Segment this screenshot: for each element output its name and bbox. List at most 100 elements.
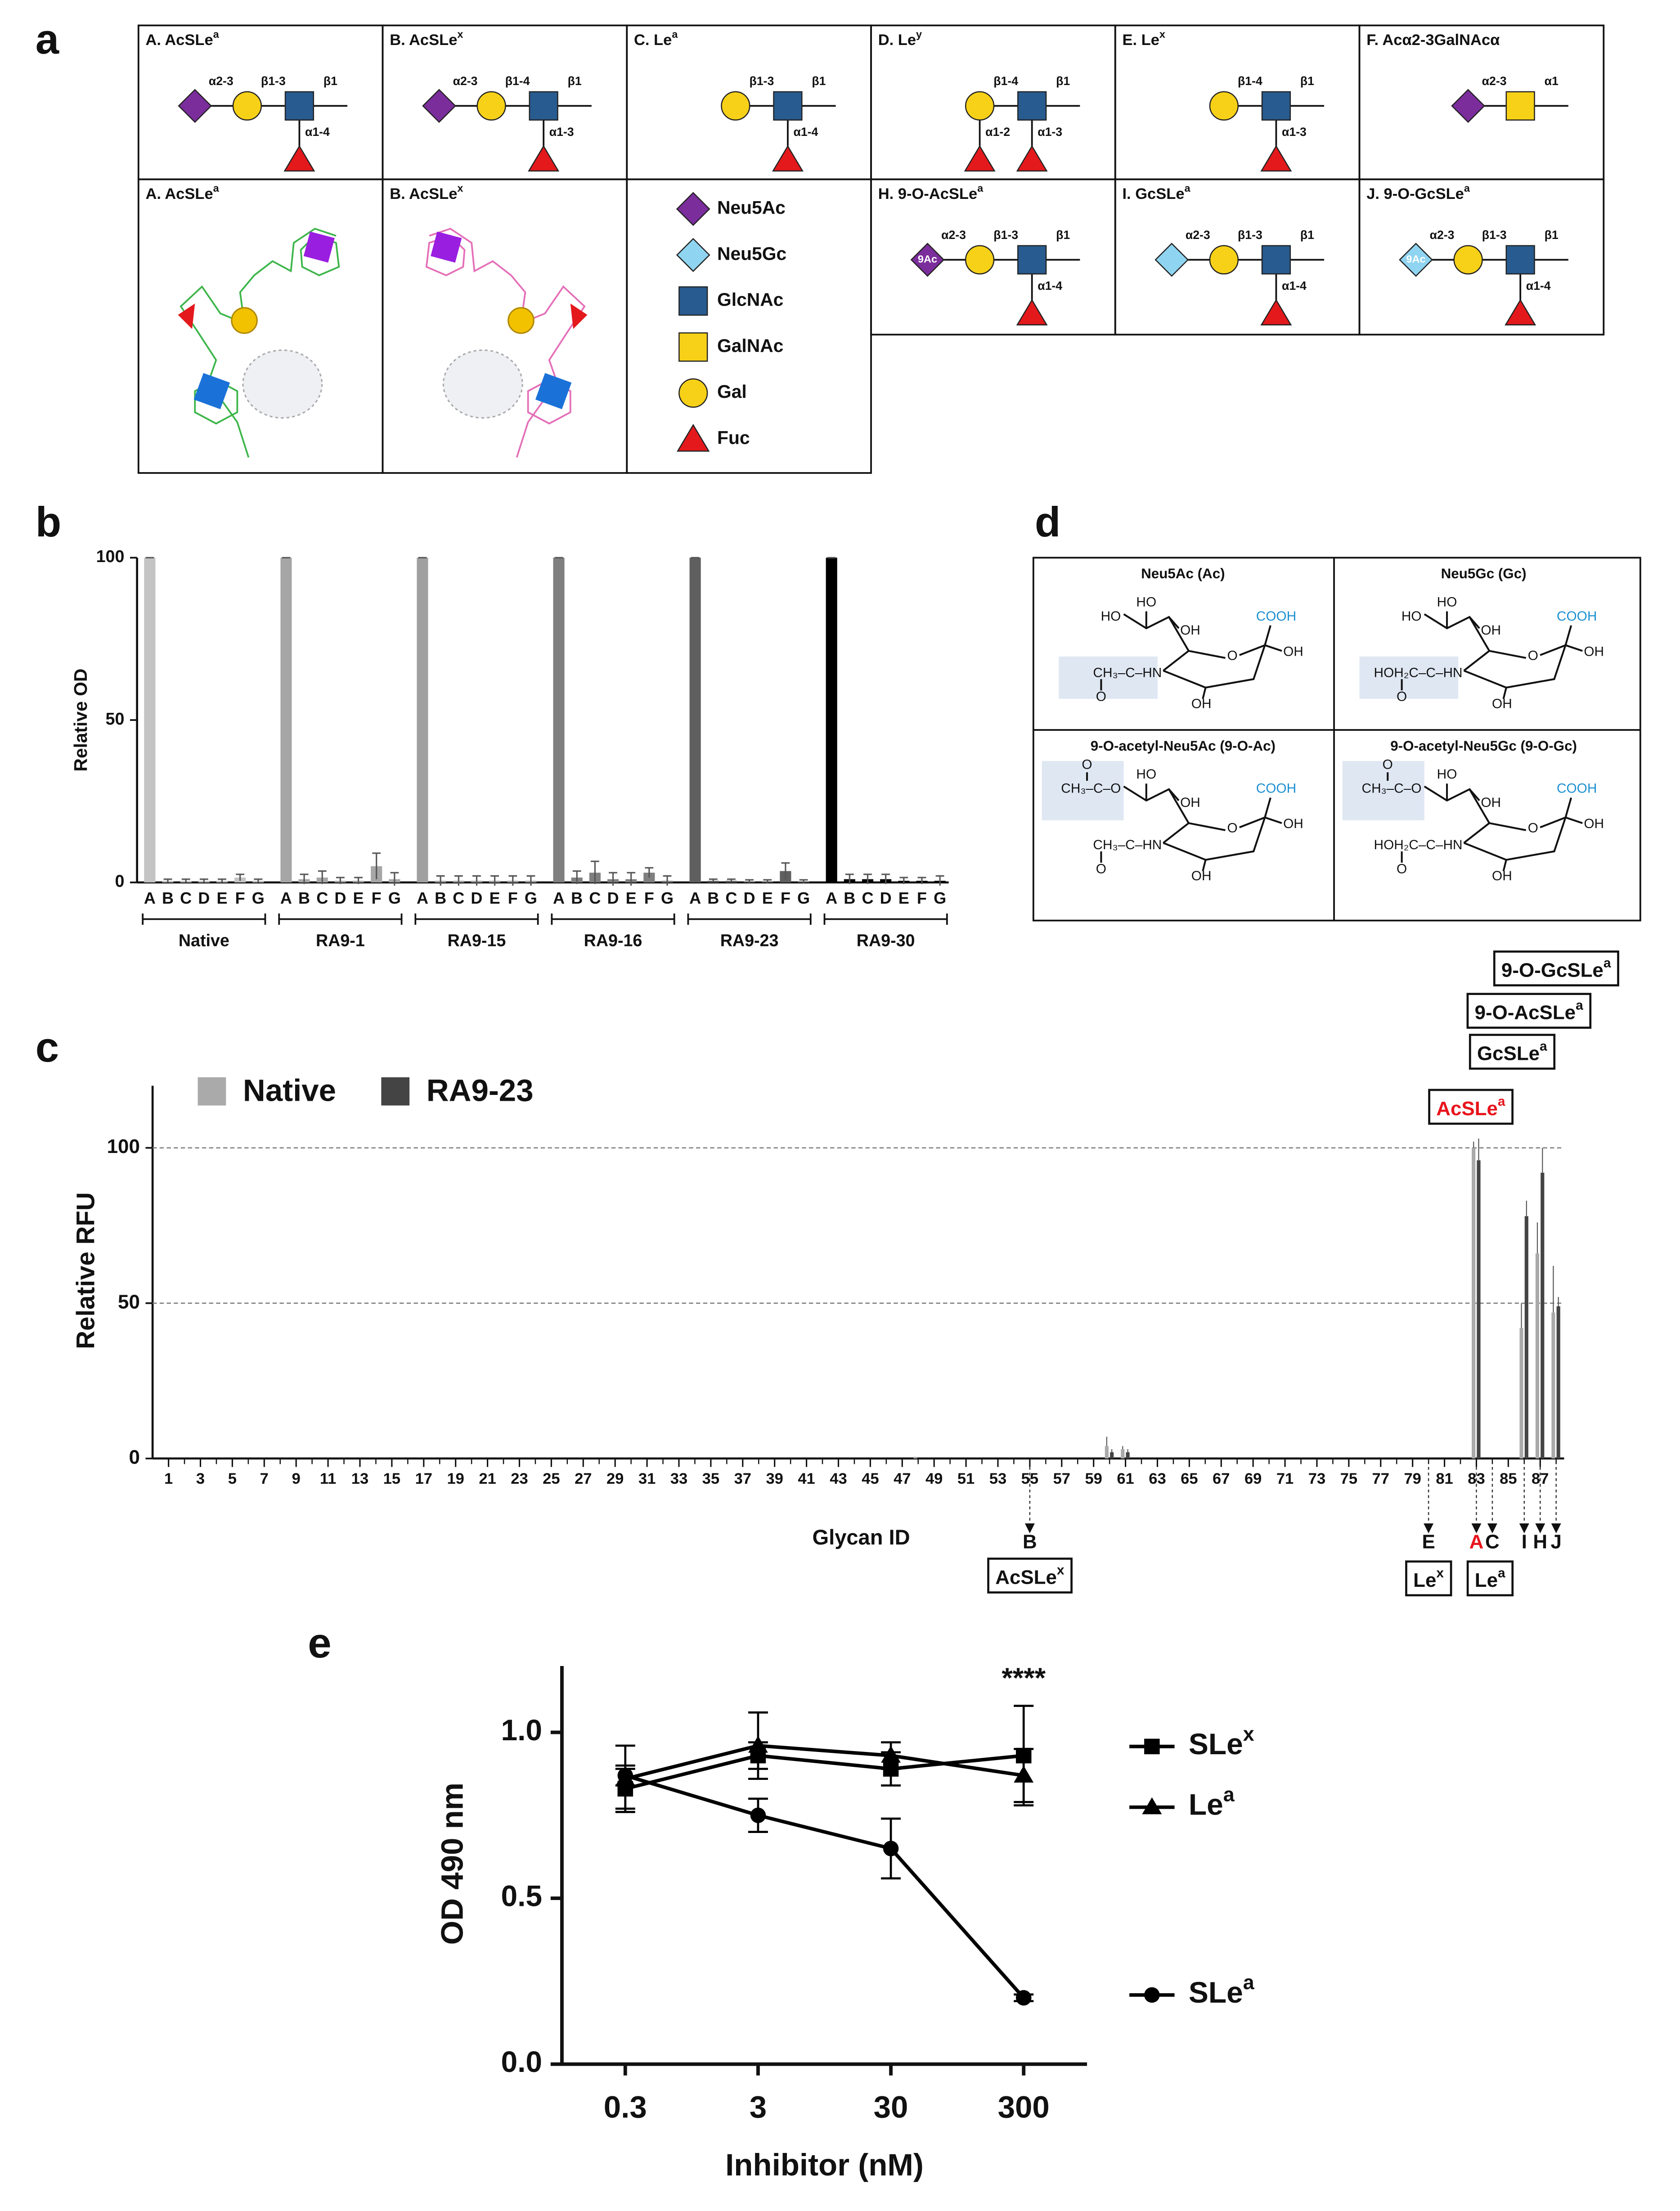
linkage-label: α2-3: [1482, 74, 1507, 88]
x-tick-label: 15: [383, 1470, 400, 1487]
atom-label: CH₃–C–HN: [1093, 838, 1162, 852]
linkage-label: α2-3: [941, 228, 966, 242]
linkage-label: β1-3: [749, 74, 774, 88]
x-tick-label: 25: [543, 1470, 560, 1487]
x-tick-label: D: [198, 889, 210, 907]
x-tick-label: D: [880, 889, 892, 907]
x-tick-label: B: [298, 889, 310, 907]
atom-label: O: [1096, 861, 1106, 876]
text-part: A. AcSLe: [145, 185, 213, 203]
atom-label: OH: [1492, 869, 1512, 883]
bond: [1264, 625, 1271, 646]
x-tick-label: A: [417, 889, 428, 907]
y-tick-label: 100: [96, 547, 125, 566]
arrow-label: A: [1469, 1531, 1484, 1553]
panel-label: b: [36, 498, 61, 545]
legend-label: SLea: [1189, 1971, 1255, 2009]
panel-box: [626, 178, 872, 474]
arrow-label: H: [1533, 1531, 1547, 1553]
glycan-box: [987, 1558, 1073, 1594]
x-tick-label: D: [744, 889, 755, 907]
bond: [1564, 797, 1572, 818]
x-tick-label: 49: [925, 1470, 943, 1487]
group-label: RA9-15: [448, 931, 506, 950]
bond: [1502, 687, 1507, 699]
atom-label: HOH₂C–C–HN: [1374, 665, 1463, 680]
linkage-label: β1-4: [505, 74, 530, 88]
atom-label: OH: [1584, 816, 1604, 831]
highlight-region: [442, 349, 523, 419]
x-axis-label: Glycan ID: [813, 1525, 910, 1549]
structure-sphere: [231, 307, 258, 334]
x-tick-label: 75: [1340, 1470, 1357, 1487]
structure-cone: [178, 303, 195, 329]
bond: [1565, 644, 1583, 652]
linkage-label: α1-2: [985, 125, 1010, 139]
data-point: [1015, 1990, 1032, 2006]
superscript: x: [1159, 28, 1165, 40]
glycan-title: E. Lex: [1122, 28, 1165, 49]
structure-cube: [535, 373, 572, 410]
x-tick-label: 0.3: [604, 2089, 647, 2124]
x-tick-label: 73: [1308, 1470, 1325, 1487]
x-tick-label: B: [435, 889, 446, 907]
group-label: RA9-30: [857, 931, 915, 950]
x-tick-label: C: [180, 889, 192, 907]
x-tick-label: 69: [1244, 1470, 1262, 1487]
legend-symbol: [678, 286, 708, 316]
y-tick-label: 0: [129, 1446, 139, 1468]
x-tick-label: 39: [766, 1470, 783, 1487]
bar: [1535, 1253, 1540, 1459]
atom-label: OH: [1180, 623, 1200, 638]
linkage-label: β1: [1300, 228, 1314, 242]
x-tick-label: D: [334, 889, 346, 907]
superscript: a: [672, 28, 678, 40]
significance: ****: [1002, 1662, 1046, 1694]
series-line: [624, 1774, 1025, 1999]
x-tick-label: D: [471, 889, 482, 907]
superscript: a: [213, 28, 220, 40]
text-part: H. 9-O-AcSLe: [878, 185, 977, 203]
glycan-title: F. Acα2-3GalNAcα: [1366, 32, 1500, 49]
superscript: x: [1436, 1566, 1444, 1581]
arrow-label: J: [1550, 1531, 1561, 1553]
residue: [1209, 91, 1239, 121]
residue: [1451, 89, 1485, 123]
text-part: F. Acα2-3GalNAcα: [1366, 32, 1500, 49]
x-tick-label: A: [280, 889, 292, 907]
group-label: RA9-23: [720, 931, 779, 950]
highlight: [1359, 656, 1459, 699]
side-chain: [1424, 613, 1490, 652]
atom-label: HO: [1437, 767, 1457, 782]
legend-symbol: [676, 192, 710, 226]
residue: [721, 91, 750, 121]
glycan-box: [1466, 993, 1592, 1029]
glycan-box-label: AcSLex: [995, 1563, 1065, 1588]
residue: [1154, 243, 1189, 277]
glycan-box: [1493, 950, 1619, 986]
glycan-box: [1405, 1560, 1452, 1597]
superscript: a: [1464, 182, 1470, 194]
atom-label: COOH: [1557, 609, 1597, 624]
x-tick-label: G: [661, 889, 674, 907]
glycan-box-label: 9-O-GcSLea: [1501, 956, 1611, 981]
residue: [1505, 245, 1535, 275]
y-axis-label: OD 490 nm: [435, 1783, 470, 1945]
panel-label: d: [1035, 498, 1060, 545]
atom-label: OH: [1283, 644, 1303, 659]
linkage-label: α2-3: [453, 74, 478, 88]
x-tick-label: 1: [164, 1470, 173, 1487]
residue: [529, 91, 558, 121]
residue: [1016, 299, 1048, 326]
atom-label: HO: [1437, 594, 1457, 609]
x-tick-label: E: [898, 889, 909, 907]
y-tick-label: 100: [107, 1135, 140, 1157]
arrow-head: [1519, 1523, 1529, 1534]
ring-bond: [1463, 644, 1567, 689]
x-tick-label: 23: [511, 1470, 528, 1487]
x-tick-label: 21: [479, 1470, 496, 1487]
glycan-box-label: 9-O-AcSLea: [1475, 998, 1583, 1023]
bond: [1469, 788, 1480, 802]
data-point: [750, 1807, 766, 1824]
linkage-label: β1-4: [993, 74, 1018, 88]
